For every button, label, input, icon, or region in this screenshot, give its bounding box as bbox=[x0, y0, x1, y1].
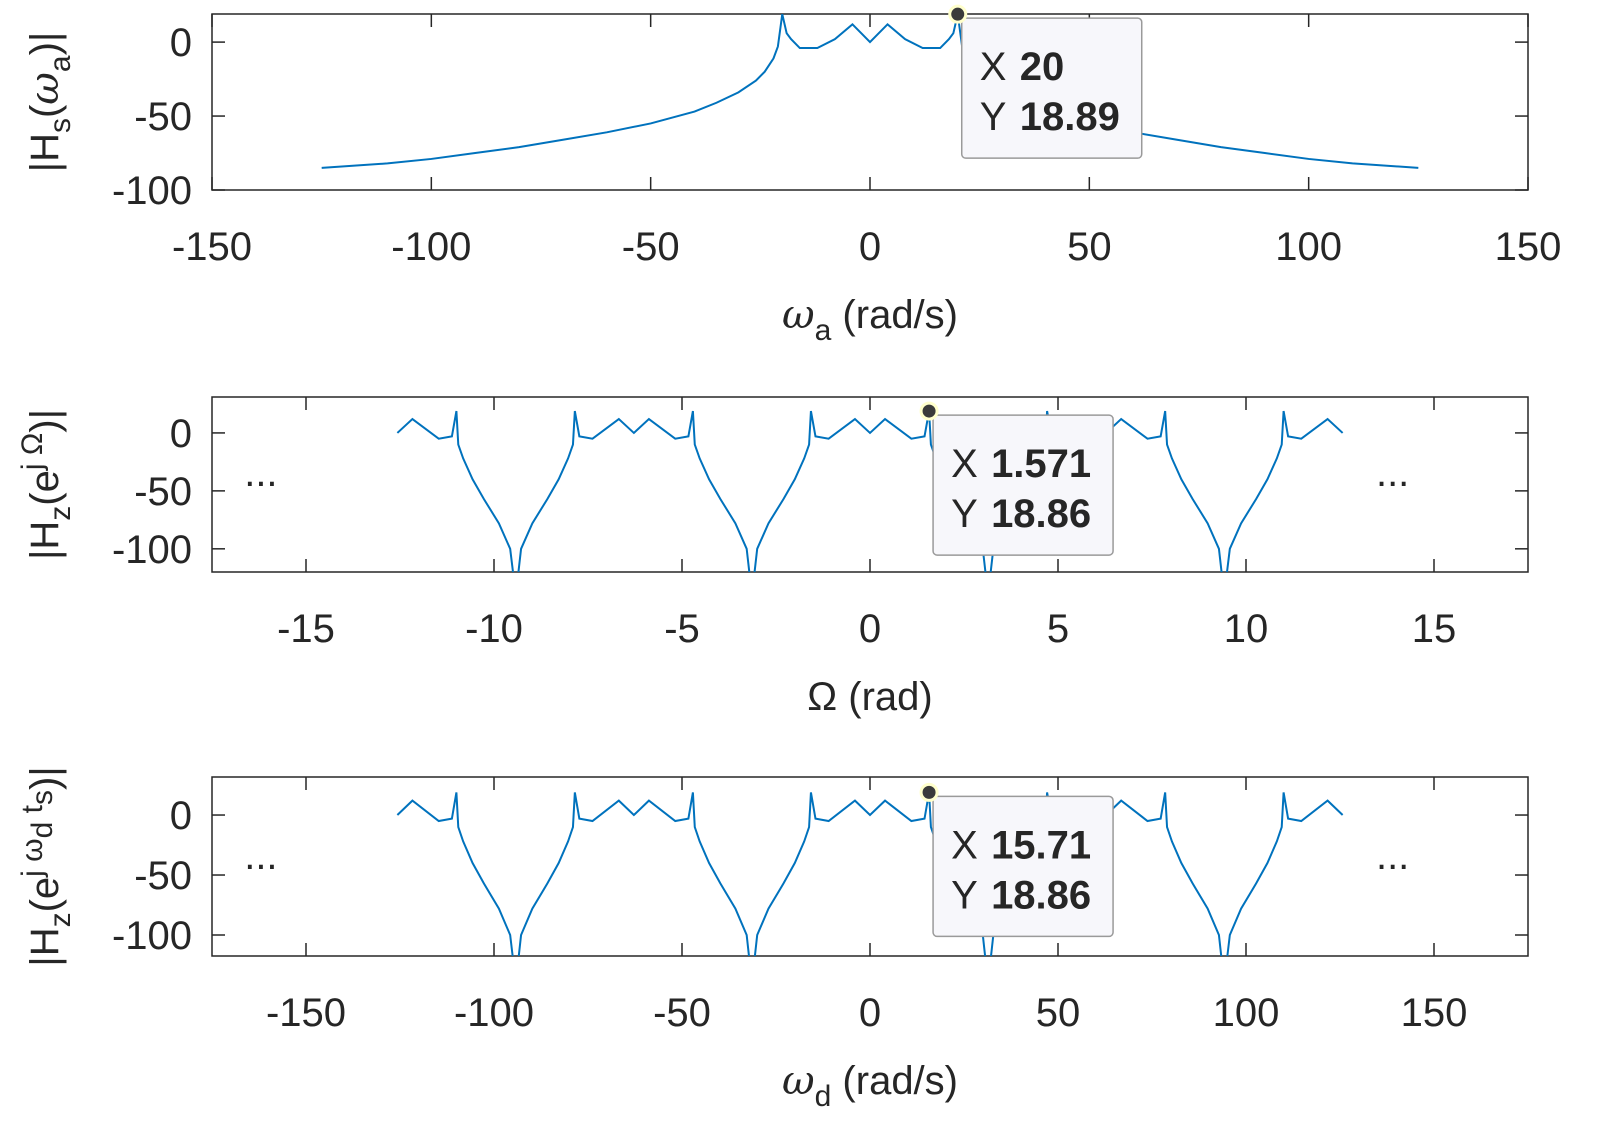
y-axis-label-part: z bbox=[44, 506, 77, 521]
x-tick-label: -5 bbox=[664, 607, 700, 651]
y-tick-label: -50 bbox=[134, 854, 192, 898]
data-tip: X 20 Y 18.89 bbox=[948, 4, 1143, 159]
x-tick-label: -10 bbox=[465, 607, 523, 651]
x-axis-label: ωa (rad/s) bbox=[782, 292, 958, 347]
x-axis-label-part: (rad/s) bbox=[831, 1059, 958, 1103]
x-tick-label: 50 bbox=[1067, 225, 1112, 269]
x-tick-label: -150 bbox=[266, 991, 346, 1035]
data-tip-marker bbox=[948, 4, 968, 24]
x-tick-label: -50 bbox=[622, 225, 680, 269]
y-axis-label-part: j ω bbox=[16, 838, 49, 877]
x-tick-label: -100 bbox=[454, 991, 534, 1035]
data-tip-y-label: Y bbox=[951, 492, 978, 536]
x-axis-label-part: ω bbox=[782, 292, 815, 338]
data-tip-marker bbox=[919, 782, 939, 802]
x-tick-label: 150 bbox=[1495, 225, 1562, 269]
y-tick-label: 0 bbox=[170, 21, 192, 65]
y-axis-label-part: |H bbox=[23, 133, 67, 172]
y-tick-label: -100 bbox=[112, 528, 192, 572]
y-axis-label: |Hz(ej ωd ts)| bbox=[16, 766, 77, 966]
x-tick-label: 50 bbox=[1036, 991, 1081, 1035]
x-axis-label: Ω (rad) bbox=[807, 675, 932, 719]
x-tick-label: 100 bbox=[1275, 225, 1342, 269]
y-axis-label-part: z bbox=[44, 912, 77, 927]
x-tick-label: 5 bbox=[1047, 607, 1069, 651]
y-axis-label-part: t bbox=[16, 804, 49, 821]
subplot: -150 -100 -50 0 50 100 150-100-500... ...ωd (ra… bbox=[16, 766, 1529, 1113]
annotation: ... bbox=[1376, 451, 1409, 495]
line bbox=[396, 410, 1344, 572]
y-axis-label-part: )| bbox=[23, 409, 67, 433]
y-tick-label: -50 bbox=[134, 470, 192, 514]
data-tip-x-label: X bbox=[951, 823, 978, 867]
data-tip-y-value: 18.86 bbox=[991, 492, 1091, 536]
y-axis-label: |Hz(ej Ω)| bbox=[16, 409, 77, 560]
x-axis-label: ωd (rad/s) bbox=[782, 1058, 958, 1113]
x-tick-label: -15 bbox=[277, 607, 335, 651]
axes-box bbox=[211, 13, 1529, 191]
data-tip-marker bbox=[919, 401, 939, 421]
y-axis-label-part: )| bbox=[23, 766, 67, 790]
data-tip-box bbox=[960, 17, 1143, 159]
y-axis-label-part: |H bbox=[23, 927, 67, 966]
y-axis-label-part: (e bbox=[23, 877, 67, 913]
data-tip-x-label: X bbox=[951, 442, 978, 486]
x-tick-label: -150 bbox=[172, 225, 252, 269]
data-tip-y-value: 18.89 bbox=[1020, 95, 1120, 139]
x-tick-label: 10 bbox=[1224, 607, 1269, 651]
line bbox=[396, 792, 1344, 956]
x-tick-label: 150 bbox=[1401, 991, 1468, 1035]
data-tip-y-label: Y bbox=[951, 873, 978, 917]
y-tick-label: -100 bbox=[112, 169, 192, 213]
x-axis-label-part: Ω bbox=[807, 675, 837, 719]
data-tip-x-value: 15.71 bbox=[991, 823, 1091, 867]
data-tip-x-label: X bbox=[980, 45, 1007, 89]
data-tip-y-label: Y bbox=[980, 95, 1007, 139]
x-tick-label: -100 bbox=[391, 225, 471, 269]
y-axis-label-part: s bbox=[44, 118, 77, 133]
y-tick-label: 0 bbox=[170, 412, 192, 456]
y-axis-label-part: d bbox=[26, 822, 59, 839]
x-tick-label: 0 bbox=[859, 607, 881, 651]
x-tick-label: 15 bbox=[1412, 607, 1457, 651]
y-axis-label-part: (e bbox=[23, 470, 67, 506]
y-tick-label: -50 bbox=[134, 95, 192, 139]
y-axis-label-part: s bbox=[26, 790, 59, 805]
x-axis-label-part: ω bbox=[782, 1058, 815, 1104]
y-axis-label-part: j Ω bbox=[16, 433, 49, 471]
x-tick-label: -50 bbox=[653, 991, 711, 1035]
subplot: -15 -10 -5 0 5 10 15-100-500... ...Ω (rad)|Hz(e… bbox=[16, 396, 1529, 719]
data-tip: X 15.71 Y 18.86 bbox=[919, 782, 1114, 938]
x-axis-label-part: d bbox=[815, 1080, 832, 1113]
y-axis-label-part: a bbox=[44, 55, 77, 72]
line bbox=[321, 14, 1419, 169]
x-tick-label: 0 bbox=[859, 225, 881, 269]
x-tick-label: 100 bbox=[1213, 991, 1280, 1035]
x-axis-label-part: (rad/s) bbox=[831, 293, 958, 337]
axes-box bbox=[211, 396, 1529, 573]
x-axis-label-part: (rad) bbox=[837, 675, 933, 719]
annotation: ... bbox=[244, 834, 277, 878]
data-tip-x-value: 1.571 bbox=[991, 442, 1091, 486]
y-axis-label-part: |H bbox=[23, 521, 67, 560]
data-tip: X 1.571 Y 18.86 bbox=[919, 401, 1114, 556]
x-tick-label: 0 bbox=[859, 991, 881, 1035]
annotation: ... bbox=[1376, 834, 1409, 878]
x-axis-label-part: a bbox=[815, 314, 832, 347]
y-axis-label-part: ω bbox=[22, 72, 68, 105]
data-tip-box bbox=[932, 795, 1114, 938]
y-tick-label: -100 bbox=[112, 914, 192, 958]
y-tick-label: 0 bbox=[170, 794, 192, 838]
data-tip-y-value: 18.86 bbox=[991, 873, 1091, 917]
y-axis-label-part: )| bbox=[23, 32, 67, 56]
annotation: ... bbox=[244, 451, 277, 495]
y-axis-label-part: ( bbox=[23, 104, 67, 118]
data-tip-box bbox=[932, 414, 1114, 556]
y-axis-label: |Hs(ωa)| bbox=[22, 32, 77, 173]
data-tip-x-value: 20 bbox=[1020, 45, 1065, 89]
